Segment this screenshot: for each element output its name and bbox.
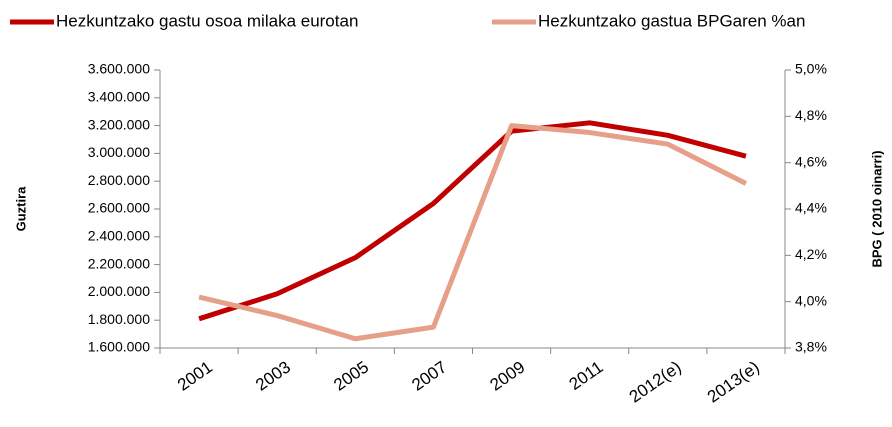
y2-tick-label: 4,4% [795, 200, 827, 216]
y-tick-label: 1.600.000 [88, 339, 150, 355]
x-tick-label: 2013(e) [704, 357, 763, 406]
y2-tick-label: 4,2% [795, 246, 827, 262]
y-tick-label: 2.600.000 [88, 200, 150, 216]
y2-tick-label: 5,0% [795, 61, 827, 77]
x-tick-label: 2007 [408, 357, 450, 394]
x-tick-label: 2005 [330, 357, 372, 394]
y-tick-label: 3.000.000 [88, 144, 150, 160]
y-tick-label: 3.400.000 [88, 89, 150, 105]
x-tick-label: 2003 [252, 357, 294, 394]
x-tick-label: 2009 [487, 357, 529, 394]
y-tick-label: 2.000.000 [88, 283, 150, 299]
y2-tick-label: 4,0% [795, 292, 827, 308]
y-tick-label: 3.600.000 [88, 61, 150, 77]
x-tick-label: 2012(e) [626, 357, 685, 406]
y2-tick-label: 4,8% [795, 107, 827, 123]
x-tick-label: 2001 [174, 357, 216, 394]
y2-axis-title: BPG ( 2010 oinarri) [869, 150, 884, 267]
series-line [198, 120, 747, 322]
series-line [198, 123, 748, 342]
y2-tick-label: 3,8% [795, 339, 827, 355]
legend-label: Hezkuntzako gastua BPGaren %an [538, 11, 805, 30]
y-tick-label: 1.800.000 [88, 311, 150, 327]
y2-tick-label: 4,6% [795, 153, 827, 169]
x-tick-label: 2011 [566, 357, 607, 394]
y-tick-label: 3.200.000 [88, 116, 150, 132]
y-tick-label: 2.200.000 [88, 255, 150, 271]
y-tick-label: 2.400.000 [88, 228, 150, 244]
legend-label: Hezkuntzako gastu osoa milaka eurotan [56, 11, 358, 30]
y-tick-label: 2.800.000 [88, 172, 150, 188]
y-axis-title: Guztira [13, 186, 28, 232]
